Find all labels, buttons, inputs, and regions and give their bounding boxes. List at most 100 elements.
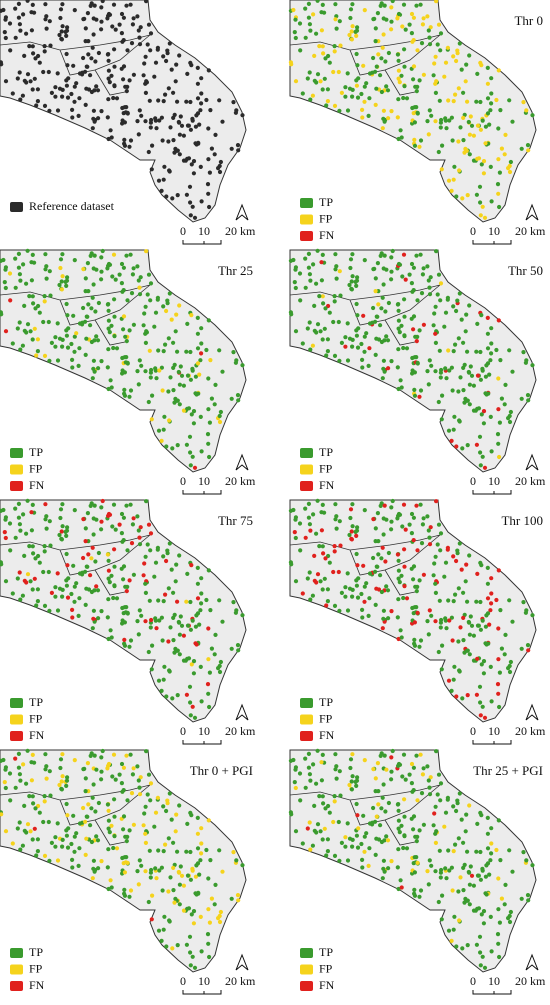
point: [396, 68, 401, 73]
point: [191, 171, 196, 176]
point: [457, 918, 462, 923]
point: [508, 659, 513, 665]
point: [179, 123, 185, 128]
point: [143, 304, 148, 309]
point: [199, 949, 204, 954]
point: [414, 3, 419, 8]
point: [150, 143, 155, 148]
point: [107, 580, 112, 585]
point: [155, 795, 160, 800]
point: [171, 638, 176, 643]
point: [128, 388, 134, 393]
point: [77, 321, 83, 326]
point: [188, 627, 193, 632]
point: [217, 848, 222, 853]
point: [59, 529, 64, 534]
point: [70, 357, 75, 362]
point: [207, 704, 212, 710]
point: [90, 376, 95, 381]
panel-title: Thr 0 + PGI: [190, 763, 253, 778]
point: [29, 28, 34, 33]
point: [409, 11, 415, 17]
point: [359, 91, 364, 97]
point: [205, 932, 211, 937]
point: [72, 599, 77, 604]
point: [107, 330, 112, 335]
legend-swatch: [300, 464, 313, 475]
point: [436, 522, 442, 527]
point: [84, 86, 89, 91]
point: [445, 295, 450, 300]
point: [190, 618, 195, 623]
point: [464, 312, 469, 317]
point: [320, 752, 325, 757]
point: [66, 326, 71, 331]
point: [525, 893, 531, 898]
point: [471, 383, 476, 388]
point: [457, 791, 462, 796]
point: [347, 532, 352, 538]
point: [345, 108, 351, 113]
point: [526, 148, 531, 153]
point: [136, 382, 141, 387]
point: [418, 752, 423, 757]
point: [433, 81, 438, 86]
point: [373, 39, 378, 44]
point: [421, 266, 426, 271]
point: [121, 788, 126, 793]
point: [142, 561, 147, 566]
point: [317, 794, 322, 799]
point: [229, 396, 234, 401]
point: [112, 334, 117, 339]
point: [439, 917, 444, 922]
north-arrow: [235, 703, 249, 721]
point: [339, 840, 344, 845]
point: [361, 563, 366, 568]
point: [191, 159, 197, 164]
point: [122, 605, 127, 610]
point: [236, 898, 241, 903]
point: [88, 73, 93, 78]
point: [42, 353, 48, 358]
point: [34, 103, 39, 108]
point: [481, 171, 486, 176]
point: [89, 806, 94, 811]
point: [496, 907, 501, 912]
point: [361, 813, 366, 818]
point: [396, 558, 401, 563]
point: [64, 583, 69, 588]
legend-swatch: [10, 964, 23, 975]
point: [220, 869, 225, 874]
point: [300, 91, 305, 96]
point: [53, 94, 58, 99]
point: [213, 382, 218, 387]
point: [432, 61, 437, 66]
point: [379, 251, 384, 256]
point: [482, 215, 488, 220]
point: [188, 99, 193, 105]
point: [29, 278, 34, 283]
point: [445, 545, 450, 550]
point: [461, 590, 466, 595]
point: [176, 119, 181, 125]
point: [395, 365, 400, 370]
point: [507, 598, 512, 603]
point: [157, 618, 162, 623]
point: [153, 810, 159, 815]
point: [397, 80, 402, 85]
point: [439, 117, 444, 123]
point: [347, 282, 352, 288]
point: [141, 823, 146, 828]
point: [137, 292, 143, 297]
point: [474, 349, 479, 354]
scale-bar: [472, 490, 512, 495]
point: [451, 177, 456, 182]
legend-swatch: [300, 731, 313, 741]
point: [37, 810, 42, 815]
point: [315, 572, 321, 577]
point: [119, 781, 124, 786]
point: [373, 776, 378, 781]
point: [105, 115, 110, 120]
point: [396, 308, 401, 313]
point: [3, 579, 9, 584]
